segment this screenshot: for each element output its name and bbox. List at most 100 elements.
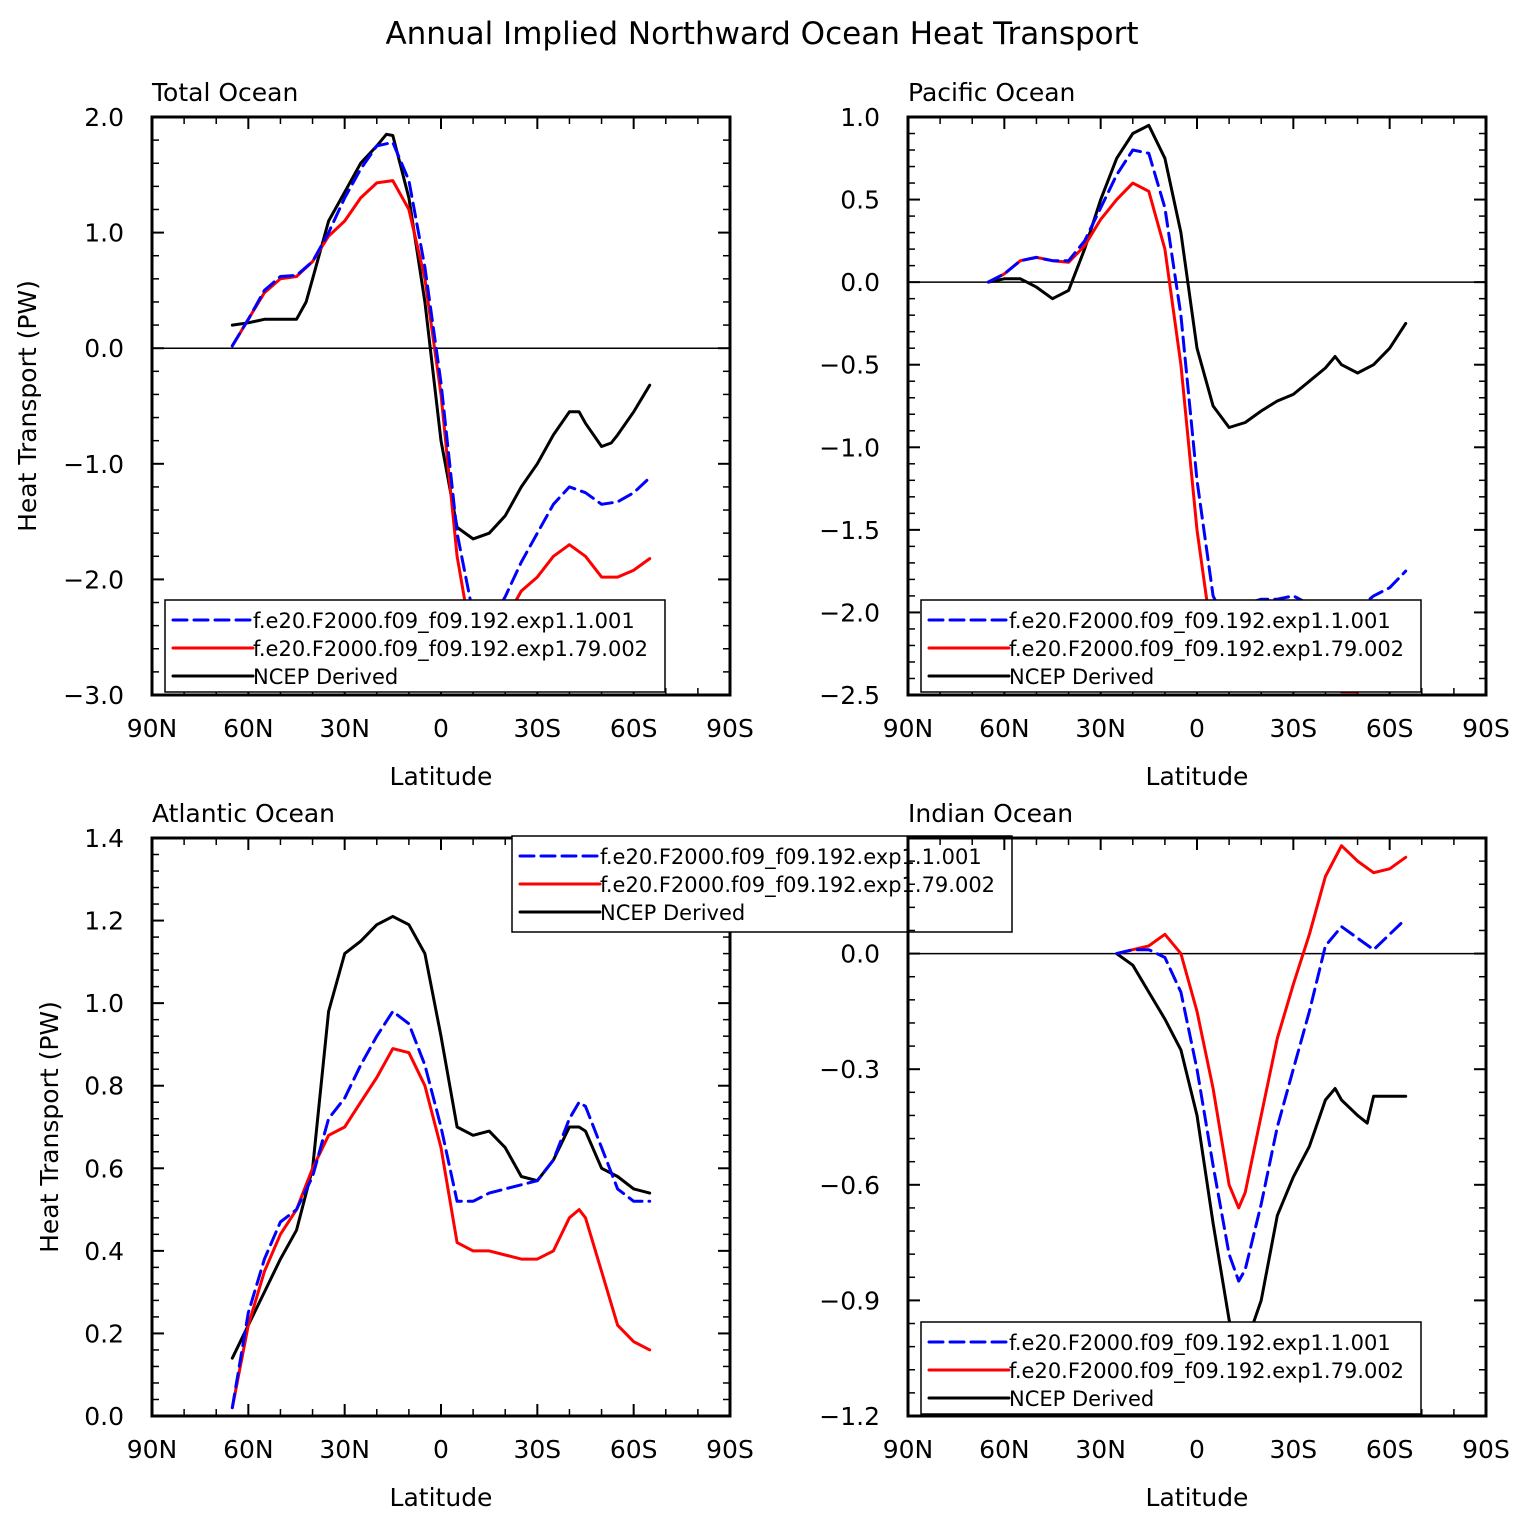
- y-tick-label: −1.2: [819, 1402, 880, 1431]
- legend: f.e20.F2000.f09_f09.192.exp1.1.001 f.e20.…: [920, 599, 1422, 693]
- x-tick-label: 60N: [223, 1435, 274, 1464]
- legend-entry-label: f.e20.F2000.f09_f09.192.exp1.79.002: [253, 637, 648, 662]
- y-tick-label: 2.0: [84, 103, 124, 132]
- y-axis-label: Heat Transport (PW): [13, 280, 42, 532]
- series-group: [230, 914, 652, 1410]
- y-tick-label: −1.0: [63, 450, 124, 479]
- y-tick-label: 0.4: [84, 1237, 124, 1266]
- x-tick-label: 30N: [319, 714, 370, 743]
- x-tick-label: 90N: [883, 1435, 934, 1464]
- series-line-f-e20-f2000-f09-f09-192-exp1-1-001: [986, 148, 1408, 631]
- series-line-ncep-derived: [230, 132, 652, 541]
- legend: f.e20.F2000.f09_f09.192.exp1.1.001 f.e20.…: [164, 599, 666, 693]
- y-tick-label: 0.5: [840, 186, 880, 215]
- series-line-ncep-derived: [1115, 952, 1408, 1360]
- y-tick-label: 1.0: [84, 989, 124, 1018]
- x-axis-label: Latitude: [1146, 1483, 1249, 1512]
- panel-total-ocean: Total Ocean 90N 60N 30N 0 30S 60S 90S −3.0 −2.0 −1…: [13, 78, 754, 791]
- y-tick-label: 0.6: [84, 1154, 124, 1183]
- y-axis-label: Heat Transport (PW): [35, 1001, 64, 1253]
- panel-title: Pacific Ocean: [908, 78, 1075, 107]
- x-tick-label: 60N: [979, 714, 1030, 743]
- legend-entry-label: NCEP Derived: [1009, 665, 1154, 689]
- y-tick-label: −0.5: [819, 351, 880, 380]
- plot-frame: [906, 115, 1488, 697]
- x-axis-label: Latitude: [390, 762, 493, 791]
- x-tick-label: 60S: [610, 714, 658, 743]
- panel-pacific-ocean: Pacific Ocean 90N 60N 30N 0 30S 60S 90S −2.5 −2.0…: [819, 78, 1510, 791]
- x-tick-label: 30S: [513, 1435, 561, 1464]
- x-tick-label: 90S: [706, 1435, 754, 1464]
- panel-title: Atlantic Ocean: [152, 799, 335, 828]
- x-tick-label: 90N: [883, 714, 934, 743]
- legend-entry-label: f.e20.F2000.f09_f09.192.exp1.1.001: [600, 845, 982, 870]
- x-tick-label: 60S: [1366, 1435, 1414, 1464]
- series-line-f-e20-f2000-f09-f09-192-exp1-1-001: [230, 140, 652, 628]
- series-line-f-e20-f2000-f09-f09-192-exp1-1-001: [230, 1009, 652, 1410]
- series-line-f-e20-f2000-f09-f09-192-exp1-79-002: [230, 1047, 652, 1410]
- panel-atlantic-ocean: Atlantic Ocean 90N 60N 30N 0 30S 60S 90S 0.0 0.2 0…: [35, 799, 1013, 1512]
- panel-title: Total Ocean: [151, 78, 298, 107]
- x-tick-label: 60S: [610, 1435, 658, 1464]
- x-tick-label: 90N: [127, 1435, 178, 1464]
- x-tick-label: 60N: [223, 714, 274, 743]
- figure-title: Annual Implied Northward Ocean Heat Tran…: [385, 16, 1138, 52]
- legend-entry-label: f.e20.F2000.f09_f09.192.exp1.1.001: [1009, 1331, 1391, 1356]
- x-tick-label: 30N: [1075, 714, 1126, 743]
- x-tick-label: 30S: [513, 714, 561, 743]
- x-axis-label: Latitude: [1146, 762, 1249, 791]
- y-tick-label: 1.0: [84, 219, 124, 248]
- y-tick-label: −2.5: [819, 681, 880, 710]
- panels: Total Ocean 90N 60N 30N 0 30S 60S 90S −3.0 −2.0 −1…: [13, 78, 1510, 1512]
- legend-entry-label: NCEP Derived: [600, 901, 745, 925]
- x-tick-label: 90S: [706, 714, 754, 743]
- legend: f.e20.F2000.f09_f09.192.exp1.1.001 f.e20.…: [920, 1321, 1422, 1415]
- legend-entry-label: f.e20.F2000.f09_f09.192.exp1.1.001: [253, 609, 635, 634]
- y-tick-label: −0.9: [819, 1286, 880, 1315]
- x-tick-label: 90S: [1462, 714, 1510, 743]
- legend-entry-label: f.e20.F2000.f09_f09.192.exp1.79.002: [1009, 1359, 1404, 1384]
- x-tick-label: 90N: [127, 714, 178, 743]
- y-tick-label: −0.3: [819, 1055, 880, 1084]
- y-tick-label: 0.0: [84, 334, 124, 363]
- y-tick-label: −2.0: [819, 598, 880, 627]
- y-tick-label: 1.2: [84, 907, 124, 936]
- x-tick-label: 0: [1189, 1435, 1205, 1464]
- legend-entry-label: NCEP Derived: [253, 665, 398, 689]
- legend-entry-label: f.e20.F2000.f09_f09.192.exp1.79.002: [600, 873, 995, 898]
- panel-title: Indian Ocean: [908, 799, 1073, 828]
- panel-indian-ocean: Indian Ocean 90N 60N 30N 0 30S 60S 90S −1.2 −0.9 −…: [819, 799, 1510, 1512]
- x-tick-label: 0: [433, 714, 449, 743]
- y-tick-label: −0.6: [819, 1171, 880, 1200]
- legend-entry-label: f.e20.F2000.f09_f09.192.exp1.1.001: [1009, 609, 1391, 634]
- x-tick-label: 0: [433, 1435, 449, 1464]
- y-tick-label: 0.8: [84, 1072, 124, 1101]
- legend: f.e20.F2000.f09_f09.192.exp1.1.001 f.e20.…: [511, 835, 1013, 933]
- x-axis-label: Latitude: [390, 1483, 493, 1512]
- y-tick-label: −1.0: [819, 433, 880, 462]
- plot-frame: [906, 836, 1488, 1418]
- plot-frame: [150, 115, 732, 697]
- x-tick-label: 30N: [319, 1435, 370, 1464]
- series-line-f-e20-f2000-f09-f09-192-exp1-79-002: [1115, 844, 1408, 1210]
- series-line-f-e20-f2000-f09-f09-192-exp1-79-002: [230, 179, 652, 653]
- series-group: [230, 132, 652, 653]
- y-tick-label: 0.2: [84, 1319, 124, 1348]
- x-tick-label: 30N: [1075, 1435, 1126, 1464]
- series-line-ncep-derived: [230, 914, 652, 1360]
- x-tick-label: 60S: [1366, 714, 1414, 743]
- legend-entry-label: f.e20.F2000.f09_f09.192.exp1.79.002: [1009, 637, 1404, 662]
- y-tick-label: −2.0: [63, 565, 124, 594]
- series-line-ncep-derived: [986, 123, 1408, 429]
- series-group: [1115, 844, 1408, 1360]
- x-tick-label: 0: [1189, 714, 1205, 743]
- y-tick-label: 1.4: [84, 824, 124, 853]
- y-tick-label: 0.0: [84, 1402, 124, 1431]
- legend-entry-label: NCEP Derived: [1009, 1387, 1154, 1411]
- y-tick-label: 1.0: [840, 103, 880, 132]
- series-line-f-e20-f2000-f09-f09-192-exp1-1-001: [1115, 917, 1408, 1283]
- y-tick-label: 0.0: [840, 268, 880, 297]
- y-tick-label: −1.5: [819, 516, 880, 545]
- x-tick-label: 30S: [1269, 714, 1317, 743]
